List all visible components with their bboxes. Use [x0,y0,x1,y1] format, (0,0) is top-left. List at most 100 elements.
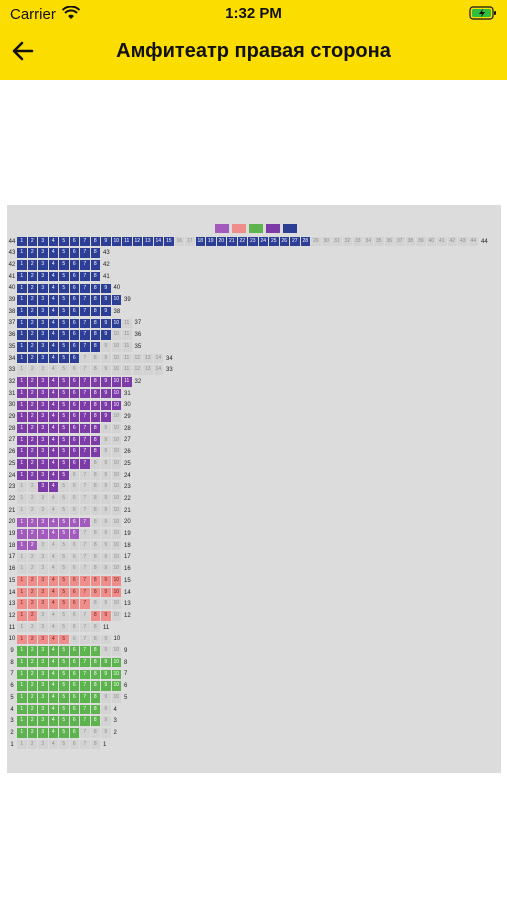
seat-taken[interactable]: 7 [80,318,90,329]
seat-taken[interactable]: 6 [69,423,79,434]
seat-taken[interactable]: 2 [27,576,37,586]
seat-taken[interactable]: 4 [48,342,58,352]
seat-taken[interactable]: 6 [69,704,79,715]
seat-taken[interactable]: 4 [48,400,58,411]
seat-free[interactable]: 5 [59,564,69,574]
seat-taken[interactable]: 6 [69,353,79,364]
seat-free[interactable]: 10 [111,470,121,481]
seat-taken[interactable]: 1 [17,248,27,258]
seat-taken[interactable]: 8 [90,342,100,352]
seat-taken[interactable]: 8 [90,423,100,434]
seat-taken[interactable]: 4 [48,517,58,528]
seat-taken[interactable]: 3 [38,248,48,258]
seat-taken[interactable]: 3 [38,388,48,399]
seat-taken[interactable]: 1 [17,342,27,352]
seat-taken[interactable]: 7 [80,377,90,387]
seat-taken[interactable]: 8 [90,318,100,329]
seat-taken[interactable]: 4 [48,646,58,656]
seat-free[interactable]: 6 [69,470,79,481]
seat-taken[interactable]: 1 [17,669,27,680]
seat-taken[interactable]: 6 [69,716,79,726]
seat-taken[interactable]: 7 [80,306,90,317]
seat-free[interactable]: 10 [111,529,121,539]
seat-free[interactable]: 9 [101,505,111,516]
seat-taken[interactable]: 3 [38,271,48,282]
seat-free[interactable]: 5 [59,482,69,492]
seat-taken[interactable]: 4 [48,295,58,305]
seat-taken[interactable]: 2 [27,260,37,270]
seat-taken[interactable]: 5 [59,306,69,317]
seat-free[interactable]: 5 [59,611,69,621]
seat-free[interactable]: 13 [143,353,153,364]
seat-free[interactable]: 11 [122,342,132,352]
seat-free[interactable]: 9 [101,564,111,574]
seat-free[interactable]: 2 [27,739,37,750]
seat-taken[interactable]: 10 [111,388,121,399]
seat-taken[interactable]: 3 [38,634,48,645]
seat-free[interactable]: 8 [90,529,100,539]
seat-taken[interactable]: 5 [59,576,69,586]
seat-free[interactable]: 9 [101,459,111,469]
seat-taken[interactable]: 6 [69,681,79,691]
seat-taken[interactable]: 6 [69,517,79,528]
seat-taken[interactable]: 4 [48,529,58,539]
seat-taken[interactable]: 7 [80,681,90,691]
seat-taken[interactable]: 5 [59,295,69,305]
seat-taken[interactable]: 8 [90,669,100,680]
seat-free[interactable]: 9 [101,365,111,375]
seat-taken[interactable]: 7 [80,388,90,399]
seat-free[interactable]: 9 [101,646,111,656]
seat-taken[interactable]: 2 [27,634,37,645]
seat-taken[interactable]: 8 [90,681,100,691]
seat-free[interactable]: 5 [59,365,69,375]
seat-free[interactable]: 3 [38,552,48,563]
seat-taken[interactable]: 4 [48,657,58,668]
seat-free[interactable]: 6 [69,622,79,633]
seat-free[interactable]: 8 [90,505,100,516]
seat-free[interactable]: 10 [111,494,121,504]
seat-free[interactable]: 1 [17,739,27,750]
seat-taken[interactable]: 8 [90,693,100,703]
seat-taken[interactable]: 1 [17,716,27,726]
seat-taken[interactable]: 8 [90,716,100,726]
seat-taken[interactable]: 27 [290,236,300,247]
seat-taken[interactable]: 7 [80,260,90,270]
seat-taken[interactable]: 10 [111,576,121,586]
seat-taken[interactable]: 11 [122,377,132,387]
seat-free[interactable]: 1 [17,365,27,375]
seat-taken[interactable]: 6 [69,318,79,329]
seat-taken[interactable]: 8 [90,271,100,282]
seat-free[interactable]: 8 [90,564,100,574]
seat-free[interactable]: 33 [353,236,363,247]
seat-taken[interactable]: 4 [48,459,58,469]
seat-free[interactable]: 10 [111,482,121,492]
seat-taken[interactable]: 7 [80,342,90,352]
seat-taken[interactable]: 3 [38,318,48,329]
seat-taken[interactable]: 2 [27,306,37,317]
seat-taken[interactable]: 4 [48,248,58,258]
seat-taken[interactable]: 1 [17,377,27,387]
seat-free[interactable]: 11 [122,353,132,364]
seat-taken[interactable]: 5 [59,587,69,598]
seat-taken[interactable]: 7 [80,669,90,680]
seat-free[interactable]: 9 [101,529,111,539]
seat-free[interactable]: 17 [185,236,195,247]
seat-free[interactable]: 10 [111,459,121,469]
seat-free[interactable]: 6 [69,494,79,504]
seat-taken[interactable]: 1 [17,388,27,399]
seat-taken[interactable]: 2 [27,412,37,422]
seat-taken[interactable]: 1 [17,435,27,446]
seat-taken[interactable]: 3 [38,587,48,598]
seat-taken[interactable]: 3 [38,459,48,469]
seat-taken[interactable]: 1 [17,576,27,586]
seat-taken[interactable]: 8 [90,306,100,317]
seat-free[interactable]: 10 [111,353,121,364]
seat-taken[interactable]: 5 [59,716,69,726]
seat-free[interactable]: 6 [69,634,79,645]
seat-free[interactable]: 10 [111,611,121,621]
seat-free[interactable]: 8 [90,365,100,375]
seat-free[interactable]: 9 [101,693,111,703]
seat-taken[interactable]: 6 [69,657,79,668]
seat-taken[interactable]: 7 [80,716,90,726]
seat-free[interactable]: 5 [59,552,69,563]
